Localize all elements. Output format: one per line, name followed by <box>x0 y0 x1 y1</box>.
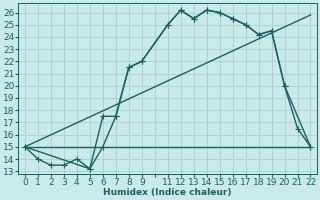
X-axis label: Humidex (Indice chaleur): Humidex (Indice chaleur) <box>103 188 232 197</box>
